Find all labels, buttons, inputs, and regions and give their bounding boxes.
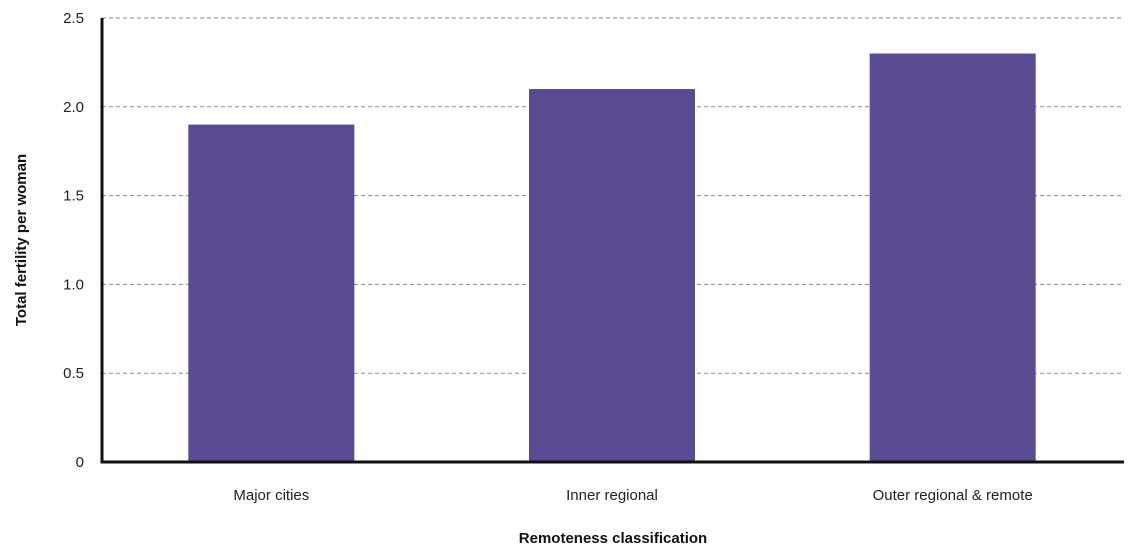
y-tick-label: 0	[76, 454, 84, 471]
axes	[100, 18, 1124, 464]
x-tick-labels: Major cities Inner regional Outer regional…	[233, 487, 1032, 504]
x-axis-title: Remoteness classification	[519, 530, 707, 547]
y-tick-labels: 0 0.5 1.0 1.5 2.0 2.5	[63, 10, 84, 471]
y-tick-label: 0.5	[63, 365, 84, 382]
y-tick-label: 1.5	[63, 188, 84, 205]
bar-1	[529, 89, 695, 462]
x-tick-label: Inner regional	[566, 487, 658, 504]
y-tick-label: 1.0	[63, 276, 84, 293]
bar-2	[869, 53, 1036, 463]
x-tick-label: Major cities	[233, 487, 309, 504]
bar-0	[188, 124, 355, 462]
y-axis-title: Total fertility per woman	[13, 154, 30, 326]
x-tick-label: Outer regional & remote	[873, 487, 1033, 504]
bars	[188, 53, 1036, 463]
y-tick-label: 2.0	[63, 99, 84, 116]
y-tick-label: 2.5	[63, 10, 84, 27]
